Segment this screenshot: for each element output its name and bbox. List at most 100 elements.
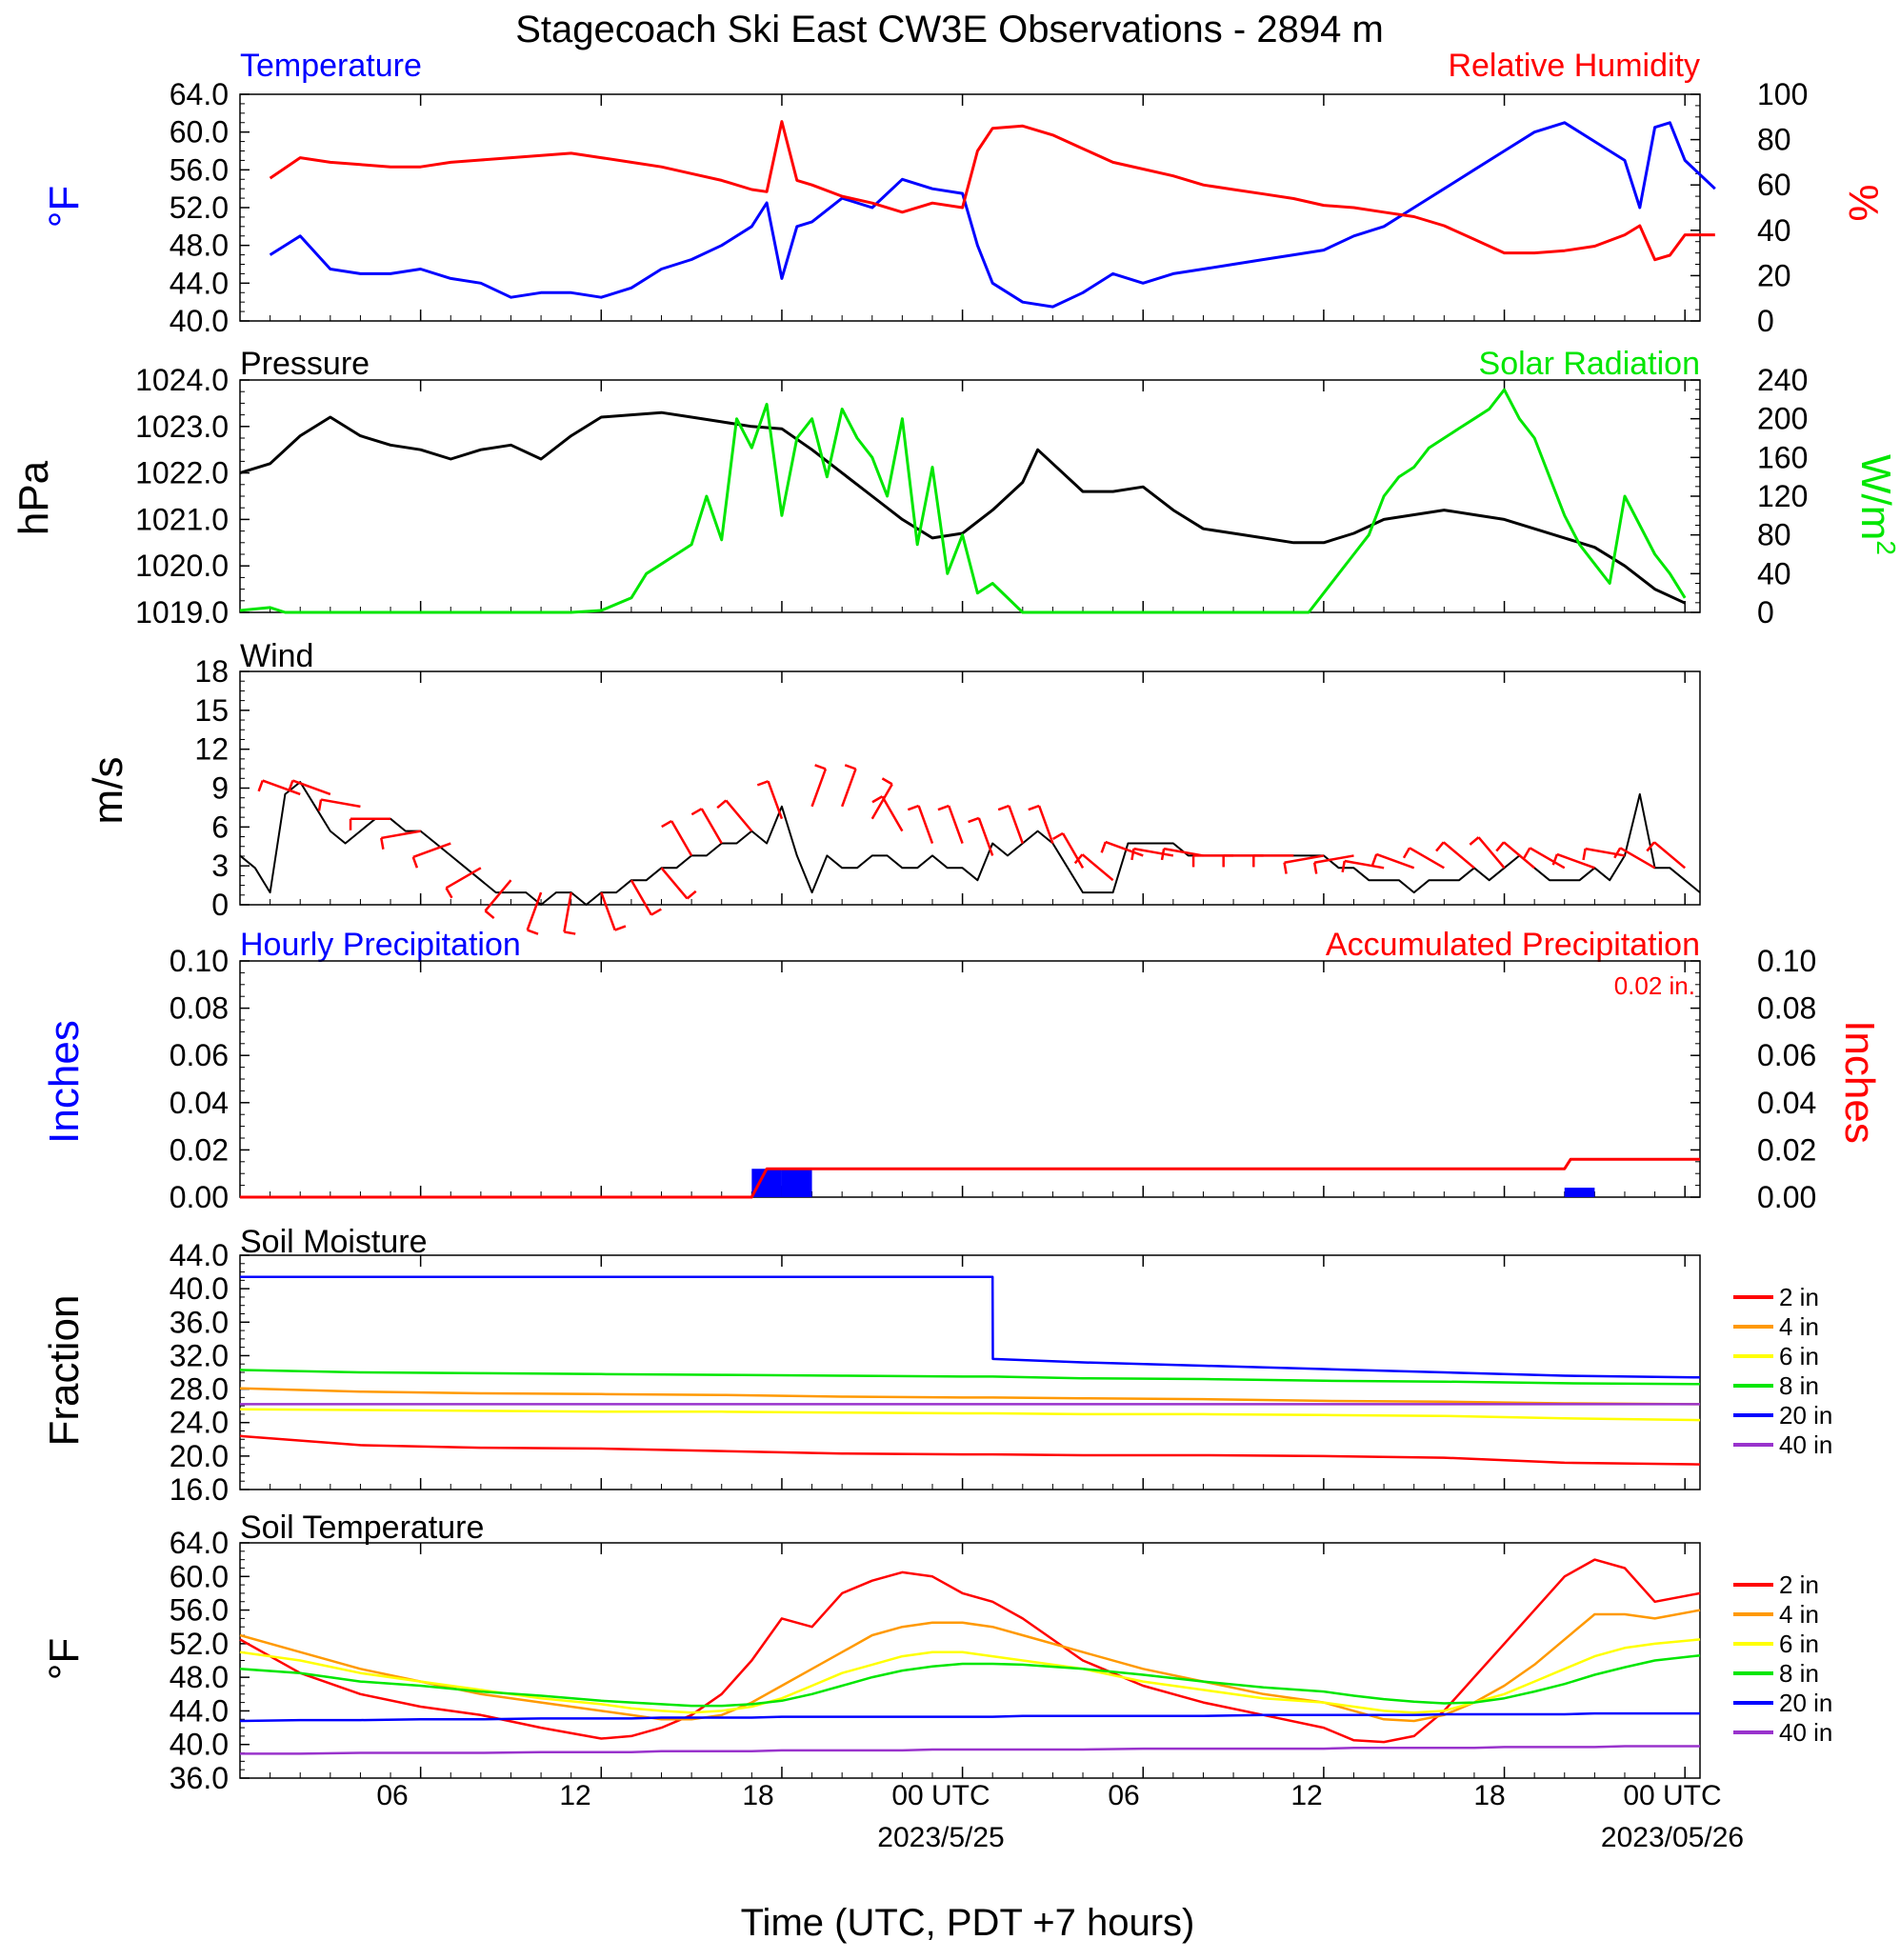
wind-barb-flag (564, 930, 576, 935)
y-tick-label: 0.00 (1757, 1180, 1816, 1214)
legend-label: 2 in (1779, 1570, 1819, 1599)
soil-moisture-line (239, 1369, 1701, 1386)
y-tick-label: 0.08 (170, 991, 229, 1026)
hourly-precip-bar (751, 1169, 782, 1197)
wind-barb-flag (1402, 847, 1411, 859)
y-tick-label: 44.0 (170, 266, 229, 300)
x-tick-label: 06 (1108, 1780, 1139, 1811)
wind-barb (600, 891, 616, 930)
x-axis-label: Time (UTC, PDT +7 hours) (741, 1902, 1195, 1944)
wind-barb (381, 830, 421, 840)
wind-barb (1105, 840, 1144, 857)
plot-layer: 64.060.056.052.048.044.040.0100806040200… (135, 77, 1832, 1795)
x-tick-label: 00 UTC (891, 1780, 990, 1811)
wind-barb-flag (1370, 853, 1378, 866)
wind-barb-flag (690, 808, 703, 816)
precip-right-axis-label: Inches (1836, 1020, 1883, 1144)
wind-barb-flag (997, 804, 1010, 811)
wind-barb-flag (1341, 860, 1346, 873)
wind-barb-flag (317, 799, 323, 811)
soil-temperature-line (239, 1653, 1701, 1708)
y-tick-label: 40.0 (170, 1728, 229, 1762)
wind-barb-flag (1469, 836, 1480, 846)
wind-barb (1529, 847, 1566, 870)
legend-label: 4 in (1779, 1600, 1819, 1629)
wind-barb-flag (445, 887, 453, 899)
y-tick-label: 36.0 (170, 1305, 229, 1339)
hourly-precip-bar (781, 1169, 812, 1197)
wind-barb-flag (411, 856, 419, 869)
y-tick-label: 12 (194, 732, 229, 767)
y-tick-label: 1021.0 (135, 502, 229, 536)
y-tick-label: 0.06 (170, 1038, 229, 1072)
wind-barb-flag (1312, 862, 1318, 874)
precip-left-axis-label: Inches (41, 1020, 88, 1144)
y-tick-label: 160 (1757, 440, 1808, 474)
accumulated-precip-line (240, 1157, 1700, 1199)
pressure-axis-label: hPa (10, 460, 57, 535)
wind-barb-flag (484, 910, 495, 920)
legend-label: 40 in (1779, 1430, 1832, 1459)
y-tick-label: 40.0 (170, 304, 229, 338)
pressure-line (239, 410, 1686, 605)
wind-barb-flag (937, 804, 950, 811)
y-tick-label: 15 (194, 693, 229, 728)
y-tick-label: 0.10 (1757, 944, 1816, 978)
y-tick-label: 60.0 (170, 1559, 229, 1593)
wind-barb (630, 879, 652, 916)
wind-barb-flag (1646, 841, 1655, 852)
y-tick-label: 1022.0 (135, 456, 229, 490)
wind-barb-flag (1613, 847, 1622, 859)
wind-axis-label: m/s (85, 757, 131, 825)
y-tick-label: 18 (194, 654, 229, 689)
y-tick-label: 48.0 (170, 229, 229, 263)
soil-moisture-line (239, 1408, 1701, 1422)
y-tick-label: 6 (211, 810, 229, 844)
wind-barb-flag (288, 780, 294, 792)
temperature-axis-label: °F (41, 186, 88, 228)
legend-label: 2 in (1779, 1283, 1819, 1311)
y-tick-label: 0 (1757, 304, 1774, 338)
y-tick-label: 56.0 (170, 1593, 229, 1628)
wind-barb-flag (661, 819, 672, 829)
wind-barb (563, 891, 572, 932)
wind-barb (1556, 852, 1595, 870)
wind-barb-flag (1435, 841, 1445, 852)
date-label: 2023/05/26 (1601, 1822, 1744, 1853)
wind-barb (1442, 841, 1475, 870)
wind-barb-flag (844, 764, 856, 770)
wind-barb (1008, 805, 1024, 844)
wind-barb-flag (1495, 841, 1505, 852)
y-tick-label: 52.0 (170, 1627, 229, 1661)
wind-barb (1061, 832, 1085, 869)
wind-barb (1503, 841, 1535, 870)
wind-barb (262, 779, 301, 796)
solar-axis-label: W/m2 (1852, 454, 1900, 555)
y-tick-label: 1024.0 (135, 363, 229, 397)
wind-barb (320, 798, 361, 809)
y-tick-label: 0.10 (170, 944, 229, 978)
wind-barb (1375, 852, 1415, 870)
y-tick-label: 0.02 (170, 1132, 229, 1167)
y-tick-label: 0.04 (170, 1086, 229, 1120)
wind-barb-flag (614, 925, 627, 931)
wind-barb (810, 768, 828, 808)
y-tick-label: 28.0 (170, 1372, 229, 1407)
wind-barb (660, 867, 689, 900)
y-tick-label: 48.0 (170, 1660, 229, 1694)
wind-barb-flag (1073, 853, 1084, 865)
wind-barb-flag (968, 816, 980, 824)
date-label: 2023/5/25 (877, 1822, 1004, 1853)
y-tick-label: 80 (1757, 518, 1791, 552)
wind-barb-flag (1160, 848, 1166, 861)
wind-barb (1585, 847, 1626, 857)
wind-barb (412, 842, 451, 859)
y-tick-label: 240 (1757, 363, 1808, 397)
soil-moisture-title: Soil Moisture (240, 1224, 428, 1260)
humidity-axis-label: % (1840, 184, 1887, 221)
y-tick-label: 16.0 (170, 1472, 229, 1507)
wind-barb (767, 780, 784, 820)
y-tick-label: 20.0 (170, 1439, 229, 1473)
wind-barb-flag (527, 929, 539, 935)
